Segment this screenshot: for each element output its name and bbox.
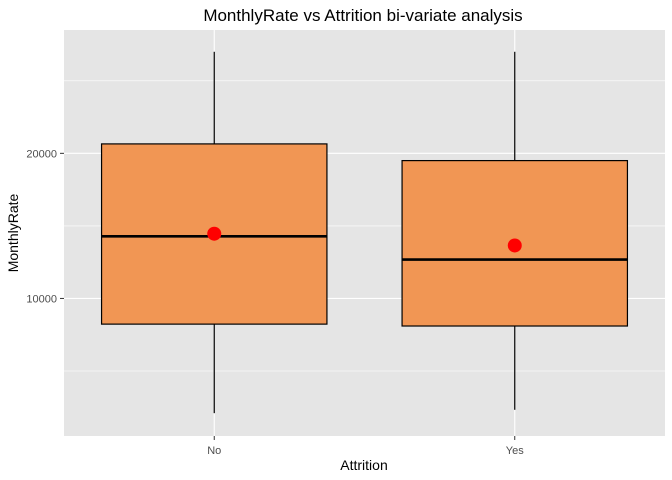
box-yes [401,51,629,410]
y-axis-title: MonthlyRate [5,193,21,272]
box-no [100,51,328,414]
mean-point [507,238,522,253]
boxes-layer [100,51,629,414]
y-axis: 10000 20000 [26,148,64,305]
x-axis-title: Attrition [340,457,387,473]
x-axis: No Yes [207,436,524,457]
x-tick-label: No [207,445,221,457]
y-tick-label: 20000 [26,148,57,160]
x-tick-label: Yes [506,445,524,457]
chart-title: MonthlyRate vs Attrition bi-variate anal… [203,6,522,25]
y-tick-label: 10000 [26,293,57,305]
mean-point [207,226,222,241]
